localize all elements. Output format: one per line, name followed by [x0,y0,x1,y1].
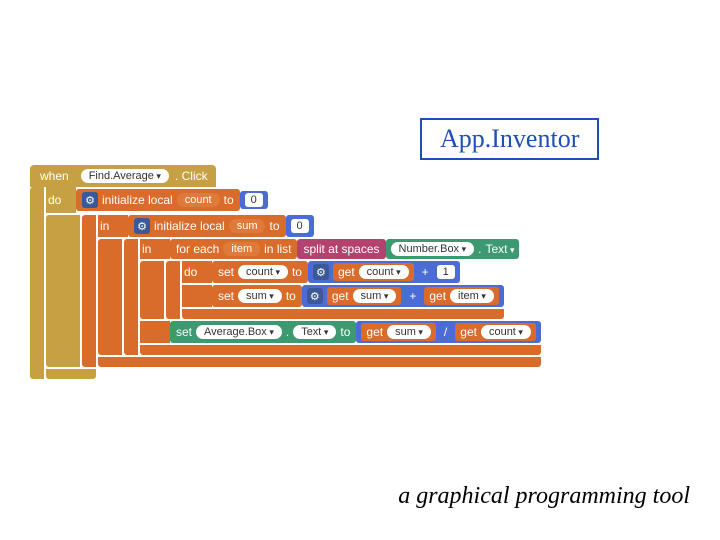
text-prop-dd[interactable]: Text [293,325,336,339]
var-count-dd[interactable]: count [238,265,288,279]
gear-icon[interactable]: ⚙ [134,218,150,234]
event-label: . Click [175,169,208,183]
loop-do-label: do [182,261,212,283]
to-text: to [269,219,279,233]
divide-block[interactable]: get sum / get count [356,321,540,343]
get-count-dd[interactable]: count [359,265,409,279]
plus-op: + [405,289,420,303]
var-item: item [223,242,260,256]
in-label-1: in [98,215,128,237]
gear-icon[interactable]: ⚙ [307,288,323,304]
value-zero-count[interactable]: 0 [240,191,268,209]
in-label-2: in [140,239,170,259]
set-text: set [176,325,192,339]
rail-init-sum [124,239,138,355]
init-count-bottom [98,357,541,367]
title-text: App.Inventor [440,124,579,153]
get-item-block[interactable]: get item [424,287,499,305]
get-text: get [338,265,355,279]
value-zero-sum[interactable]: 0 [286,215,314,237]
when-bottom [46,369,96,379]
when-label: when [38,169,75,183]
set-text: set [218,265,234,279]
init-sum-bottom [140,345,541,355]
rail-do [46,215,80,367]
number-0: 0 [291,219,309,233]
set-text: set [218,289,234,303]
inlist-text: in list [264,242,291,256]
get-sum-dd[interactable]: sum [353,289,397,303]
foreach-text: for each [176,242,219,256]
in2-spacer [140,321,170,343]
get-count-dd2[interactable]: count [481,325,531,339]
loop-spacer [182,285,212,307]
foreach-block[interactable]: for each item in list [170,239,297,259]
set-count-block[interactable]: set count to [212,261,308,283]
caption-text: a graphical programming tool [398,483,690,510]
split-block[interactable]: split at spaces [297,239,385,259]
numberbox-dropdown[interactable]: Number.Box [391,242,475,256]
to-text: to [292,265,302,279]
get-item-dd[interactable]: item [450,289,494,303]
get-sum-block2[interactable]: get sum [361,323,436,341]
number-0: 0 [245,193,263,207]
number-1: 1 [437,265,455,279]
var-sum: sum [229,219,266,233]
rail-foreach [166,261,180,319]
gear-icon[interactable]: ⚙ [82,192,98,208]
caption-label: a graphical programming tool [398,483,690,509]
init-count-block[interactable]: ⚙ initialize local count to [76,189,240,211]
title-box: App.Inventor [420,118,599,160]
gear-icon[interactable]: ⚙ [313,264,329,280]
init-sum-block[interactable]: ⚙ initialize local sum to [128,215,286,237]
get-text: get [429,289,446,303]
split-text: split at spaces [303,242,379,256]
set-sum-block[interactable]: set sum to [212,285,302,307]
do-label: do [46,187,76,213]
get-sum-block[interactable]: get sum [327,287,402,305]
foreach-bottom [182,309,504,319]
rail-when [30,187,44,379]
to-text: to [340,325,350,339]
rail-in1 [98,239,122,355]
rail-in2 [140,261,164,319]
get-count-block[interactable]: get count [333,263,414,281]
get-text: get [366,325,383,339]
var-sum-dd[interactable]: sum [238,289,282,303]
get-text: get [460,325,477,339]
blocks-canvas: when Find.Average . Click do ⚙ initializ… [30,165,541,379]
to-text: to [286,289,296,303]
init-local-text: initialize local [154,219,225,233]
plus-block-count[interactable]: ⚙ get count + 1 [308,261,460,283]
var-count: count [177,193,220,207]
rail-init-count [82,215,96,367]
init-local-text: initialize local [102,193,173,207]
plus-block-sum[interactable]: ⚙ get sum + get [302,285,504,307]
set-avg-block[interactable]: set Average.Box . Text to [170,321,356,343]
get-sum-dd2[interactable]: sum [387,325,431,339]
get-text: get [332,289,349,303]
to-text: to [224,193,234,207]
plus-op: + [418,265,433,279]
get-count-block2[interactable]: get count [455,323,536,341]
when-block[interactable]: when Find.Average . Click [30,165,216,187]
numberbox-text-block[interactable]: Number.Box . Text [386,239,520,259]
div-op: / [440,325,451,339]
text-prop-dropdown[interactable]: Text [485,242,514,256]
component-dropdown[interactable]: Find.Average [81,169,169,183]
avgbox-dd[interactable]: Average.Box [196,325,282,339]
